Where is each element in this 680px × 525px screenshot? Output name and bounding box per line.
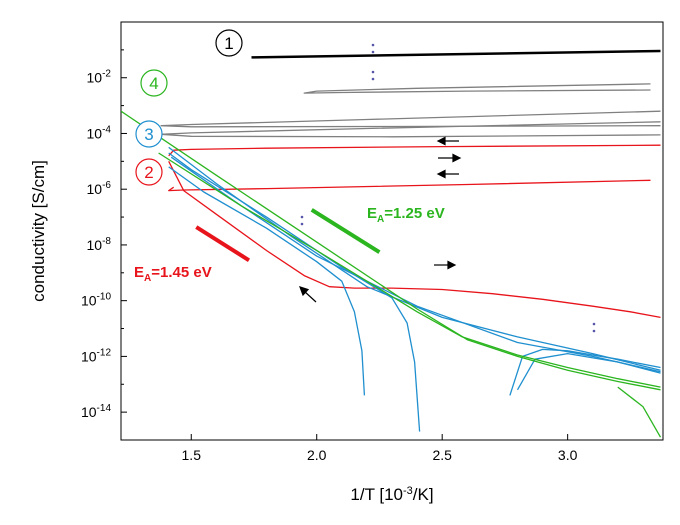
series-red-curve-0	[168, 144, 661, 157]
fit-line-green	[310, 208, 381, 254]
series-blue-curve-1	[168, 152, 421, 432]
y-tick-label: 10-2	[87, 69, 112, 86]
curve-label-4: 4	[140, 69, 168, 97]
series-green-curve-0	[121, 110, 661, 391]
x-tick-label: 2.5	[432, 447, 452, 463]
fit-line-red	[195, 225, 251, 262]
plot-frame	[120, 21, 664, 441]
series-green-curve-2	[617, 386, 662, 438]
y-axis-title: conductivity [S/cm]	[29, 160, 48, 302]
arrow-up-left-icon	[299, 286, 317, 303]
y-tick-label: 10-6	[87, 180, 112, 197]
x-tick-label: 3.0	[558, 447, 578, 463]
svg-text:1: 1	[224, 34, 233, 53]
x-tick-label: 1.5	[182, 447, 202, 463]
series-gray-curve-0	[303, 83, 651, 94]
curve-label-3: 3	[135, 120, 163, 148]
ea-green-label: EA=1.25 eV	[367, 205, 445, 225]
svg-text:4: 4	[149, 74, 158, 93]
arrow-right-icon	[434, 260, 457, 270]
series-gray-curve-1	[160, 110, 661, 128]
series-blue-curve-2	[168, 146, 661, 371]
data-curves	[121, 49, 662, 438]
curve-label-2: 2	[135, 158, 163, 186]
series-blue-curve-4	[509, 348, 661, 396]
x-tick-label: 2.0	[307, 447, 327, 463]
series-black-curve-0	[251, 49, 661, 59]
series-blue-curve-0	[168, 166, 366, 396]
series-red-curve-1	[168, 179, 651, 192]
dot-markers	[300, 43, 596, 333]
arrow-right-icon	[438, 153, 462, 163]
series-blue-curve-5	[516, 352, 661, 391]
axes: 1.5 2.0 2.5 3.0 10-2 10-4 10-6 10-8 10-10 10-12 10…	[81, 21, 578, 463]
x-axis-title: 1/T [10-3/K]	[350, 485, 433, 504]
series-red-curve-2	[168, 161, 661, 319]
series-green-curve-1	[158, 152, 661, 388]
y-tick-label: 10-10	[81, 292, 111, 309]
y-tick-label: 10-12	[81, 347, 111, 364]
y-tick-label: 10-4	[87, 124, 112, 141]
y-tick-label: 10-14	[81, 403, 111, 420]
y-tick-label: 10-8	[87, 236, 112, 253]
direction-arrows	[299, 136, 462, 303]
svg-text:2: 2	[144, 163, 153, 182]
fit-lines	[195, 208, 381, 262]
arrow-left-icon	[436, 136, 459, 146]
ea-red-label: EA=1.45 eV	[134, 264, 212, 284]
curve-label-1: 1	[215, 29, 243, 57]
series-gray-curve-2	[160, 121, 661, 138]
arrow-left-icon	[436, 169, 459, 179]
svg-text:3: 3	[144, 125, 153, 144]
